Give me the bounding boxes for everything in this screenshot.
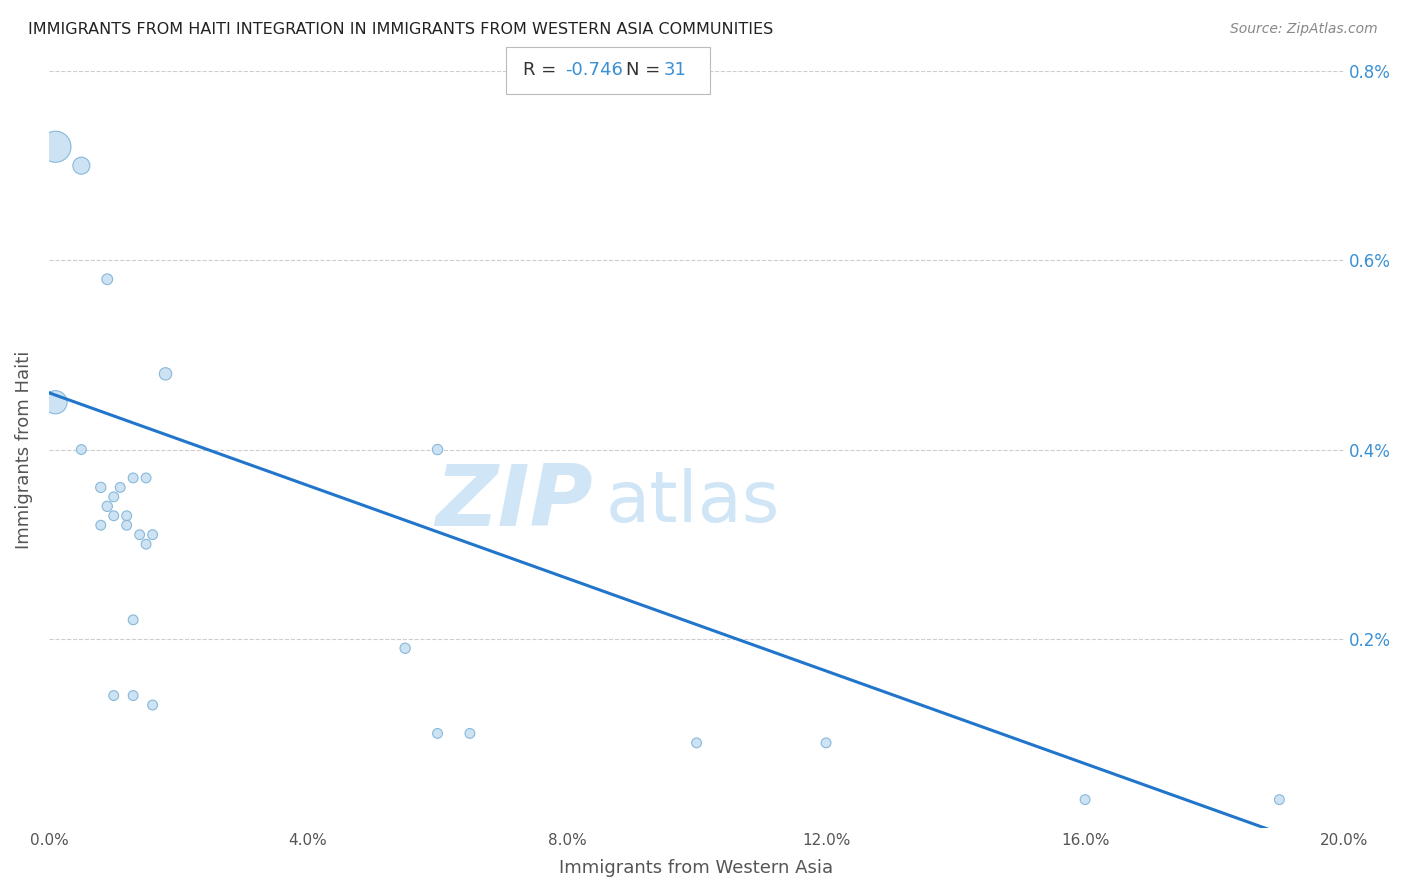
Point xyxy=(122,613,145,627)
Y-axis label: Immigrants from Haiti: Immigrants from Haiti xyxy=(15,351,32,549)
Point xyxy=(108,480,131,494)
Point xyxy=(96,500,118,514)
Point xyxy=(90,480,112,494)
Point xyxy=(426,442,449,457)
Point xyxy=(90,518,112,533)
Point xyxy=(122,689,145,703)
Point xyxy=(155,367,177,381)
Point xyxy=(44,140,66,154)
Point xyxy=(685,736,707,750)
Text: N =: N = xyxy=(626,62,665,79)
Text: IMMIGRANTS FROM HAITI INTEGRATION IN IMMIGRANTS FROM WESTERN ASIA COMMUNITIES: IMMIGRANTS FROM HAITI INTEGRATION IN IMM… xyxy=(28,22,773,37)
Point xyxy=(128,527,150,541)
Point xyxy=(44,395,66,409)
Point xyxy=(103,508,125,523)
Point xyxy=(142,527,165,541)
Point xyxy=(70,442,93,457)
Point xyxy=(135,537,157,551)
Text: 31: 31 xyxy=(664,62,686,79)
Point xyxy=(96,272,118,286)
Text: R =: R = xyxy=(523,62,562,79)
Point xyxy=(142,698,165,712)
Point xyxy=(426,726,449,740)
Point xyxy=(115,518,138,533)
Point xyxy=(135,471,157,485)
Text: atlas: atlas xyxy=(606,468,780,537)
Point xyxy=(115,508,138,523)
Point xyxy=(815,736,838,750)
Point xyxy=(1074,792,1097,806)
Point xyxy=(103,490,125,504)
Point xyxy=(103,689,125,703)
X-axis label: Immigrants from Western Asia: Immigrants from Western Asia xyxy=(560,859,834,877)
Point xyxy=(70,159,93,173)
Text: Source: ZipAtlas.com: Source: ZipAtlas.com xyxy=(1230,22,1378,37)
Text: -0.746: -0.746 xyxy=(565,62,623,79)
Point xyxy=(122,471,145,485)
Point xyxy=(458,726,481,740)
Point xyxy=(1268,792,1291,806)
Text: ZIP: ZIP xyxy=(436,461,593,544)
Point xyxy=(394,641,416,656)
